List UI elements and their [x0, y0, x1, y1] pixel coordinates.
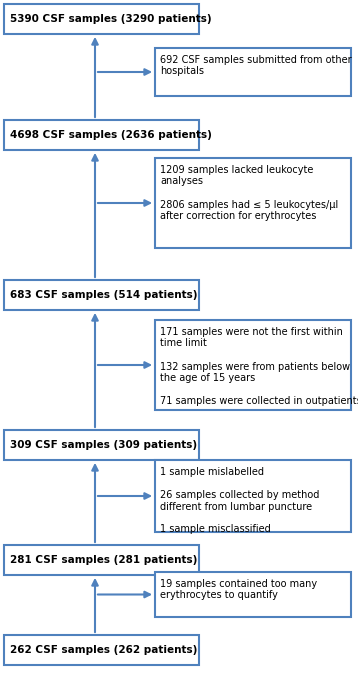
FancyBboxPatch shape: [4, 4, 199, 34]
Text: erythrocytes to quantify: erythrocytes to quantify: [160, 590, 278, 600]
Text: 1 sample misclassified: 1 sample misclassified: [160, 524, 271, 534]
FancyBboxPatch shape: [155, 320, 351, 410]
FancyBboxPatch shape: [155, 460, 351, 532]
Text: 683 CSF samples (514 patients): 683 CSF samples (514 patients): [10, 290, 198, 300]
Text: 171 samples were not the first within: 171 samples were not the first within: [160, 327, 343, 337]
Text: the age of 15 years: the age of 15 years: [160, 373, 255, 383]
Text: 5390 CSF samples (3290 patients): 5390 CSF samples (3290 patients): [10, 14, 212, 24]
Text: 281 CSF samples (281 patients): 281 CSF samples (281 patients): [10, 555, 197, 565]
Text: 19 samples contained too many: 19 samples contained too many: [160, 579, 317, 589]
Text: 309 CSF samples (309 patients): 309 CSF samples (309 patients): [10, 440, 197, 450]
Text: 692 CSF samples submitted from other: 692 CSF samples submitted from other: [160, 55, 352, 65]
Text: analyses: analyses: [160, 177, 203, 186]
Text: different from lumbar puncture: different from lumbar puncture: [160, 502, 312, 511]
Text: hospitals: hospitals: [160, 67, 204, 77]
Text: after correction for erythrocytes: after correction for erythrocytes: [160, 211, 316, 221]
FancyBboxPatch shape: [4, 120, 199, 150]
Text: time limit: time limit: [160, 339, 207, 348]
Text: 4698 CSF samples (2636 patients): 4698 CSF samples (2636 patients): [10, 130, 212, 140]
Text: 1 sample mislabelled: 1 sample mislabelled: [160, 467, 264, 477]
FancyBboxPatch shape: [4, 430, 199, 460]
Text: 1209 samples lacked leukocyte: 1209 samples lacked leukocyte: [160, 165, 313, 175]
FancyBboxPatch shape: [155, 158, 351, 248]
FancyBboxPatch shape: [4, 545, 199, 575]
Text: 71 samples were collected in outpatients: 71 samples were collected in outpatients: [160, 396, 358, 406]
Text: 262 CSF samples (262 patients): 262 CSF samples (262 patients): [10, 645, 197, 655]
FancyBboxPatch shape: [155, 572, 351, 617]
Text: 2806 samples had ≤ 5 leukocytes/µl: 2806 samples had ≤ 5 leukocytes/µl: [160, 199, 338, 209]
Text: 132 samples were from patients below: 132 samples were from patients below: [160, 362, 350, 371]
FancyBboxPatch shape: [4, 280, 199, 310]
Text: 26 samples collected by method: 26 samples collected by method: [160, 490, 319, 500]
FancyBboxPatch shape: [155, 48, 351, 96]
FancyBboxPatch shape: [4, 635, 199, 665]
